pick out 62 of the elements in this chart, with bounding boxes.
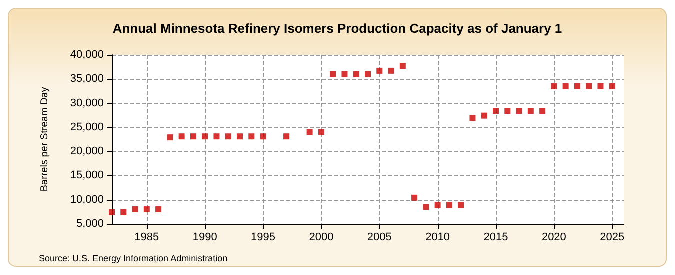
point — [609, 83, 616, 90]
y-tick-label: 30,000 — [70, 97, 104, 110]
point — [388, 68, 394, 74]
point — [528, 108, 534, 114]
point — [562, 83, 569, 90]
y-tick-label: 35,000 — [70, 73, 104, 86]
point — [574, 83, 580, 90]
point — [434, 202, 441, 208]
point — [412, 194, 418, 201]
point — [353, 71, 360, 78]
point — [318, 129, 324, 136]
point — [342, 71, 348, 78]
point — [470, 115, 476, 122]
point — [284, 134, 290, 140]
point — [178, 134, 185, 140]
y-tick-label: 5,000 — [76, 218, 104, 230]
point — [167, 134, 174, 141]
point — [400, 63, 406, 70]
point — [156, 206, 162, 213]
x-tick-label: 1985 — [134, 232, 160, 244]
point — [190, 134, 196, 140]
point — [423, 204, 430, 210]
x-tick-label: 2000 — [309, 232, 334, 244]
point — [365, 71, 371, 78]
y-tick-label: 10,000 — [70, 194, 104, 206]
point — [202, 134, 208, 140]
y-tick-label: 20,000 — [70, 146, 104, 158]
x-tick-label: 2005 — [367, 232, 392, 244]
x-tick-label: 2025 — [600, 232, 625, 244]
point — [306, 129, 313, 136]
point — [493, 108, 499, 114]
point — [504, 108, 511, 114]
point — [516, 108, 522, 114]
point — [376, 68, 383, 74]
chart-title: Annual Minnesota Refinery Isomers Production Capacity as of January 1 — [112, 21, 562, 36]
point — [446, 202, 452, 208]
point — [120, 209, 127, 216]
x-tick-label: 2020 — [542, 232, 566, 244]
y-tick-label: 40,000 — [70, 49, 104, 61]
point — [540, 108, 546, 114]
x-tick-label: 1995 — [251, 232, 276, 244]
point — [132, 206, 138, 213]
y-tick-label: 25,000 — [70, 121, 104, 134]
x-tick-label: 2010 — [426, 232, 450, 244]
point — [237, 134, 243, 140]
point — [458, 202, 464, 208]
source-note: Source: U.S. Energy Information Administration — [39, 254, 228, 264]
x-tick-label: 1990 — [192, 232, 218, 244]
point — [109, 209, 115, 216]
point — [214, 134, 220, 140]
y-axis-title: Barrels per Stream Day — [40, 87, 50, 192]
point — [330, 71, 336, 78]
point — [225, 134, 232, 140]
point — [598, 83, 604, 90]
point — [551, 83, 558, 90]
point — [260, 134, 266, 140]
point — [144, 206, 150, 213]
point — [586, 83, 592, 90]
y-tick-label: 15,000 — [70, 170, 104, 182]
x-tick-label: 2015 — [484, 232, 508, 244]
point — [481, 112, 488, 119]
point — [248, 134, 255, 140]
